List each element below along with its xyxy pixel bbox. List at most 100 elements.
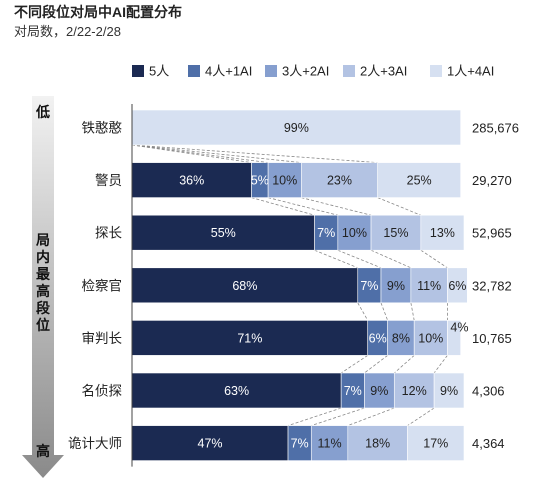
category-label: 审判长 xyxy=(82,331,123,346)
data-label: 68% xyxy=(232,279,257,293)
bar-segment xyxy=(407,425,465,461)
bar-segment xyxy=(301,162,378,198)
data-label: 99% xyxy=(284,121,309,135)
connector-line xyxy=(410,302,415,321)
total-label: 4,364 xyxy=(472,436,505,451)
legend-swatch-1 xyxy=(188,65,200,77)
bar-segment xyxy=(131,320,369,356)
data-label: 18% xyxy=(365,437,390,451)
data-label: 7% xyxy=(344,384,362,398)
chart-title: 不同段位对局中AI配置分布 xyxy=(14,4,182,20)
connector-line xyxy=(131,144,269,163)
data-label: 10% xyxy=(418,331,443,345)
bar-segment xyxy=(413,320,448,356)
connector-line xyxy=(287,407,342,426)
legend-label-3: 2人+3AI xyxy=(360,64,407,79)
bar-segment xyxy=(433,372,465,409)
legend-swatch-4 xyxy=(430,65,442,77)
bar-segment xyxy=(337,214,372,251)
rank-low-label: 低 xyxy=(35,104,50,120)
data-label: 11% xyxy=(417,279,441,293)
legend-label-0: 5人 xyxy=(149,64,169,79)
total-label: 285,676 xyxy=(472,121,519,136)
data-label: 9% xyxy=(370,384,388,398)
connector-line xyxy=(337,249,382,269)
total-label: 52,965 xyxy=(472,226,512,241)
legend-swatch-3 xyxy=(343,65,355,77)
data-label: 10% xyxy=(272,174,297,188)
data-label: 4% xyxy=(450,320,468,334)
data-label: 63% xyxy=(224,384,249,398)
data-label: 12% xyxy=(402,384,427,398)
data-label: 47% xyxy=(198,437,223,451)
data-label: 5% xyxy=(251,174,269,188)
data-label: 25% xyxy=(407,174,432,188)
category-label: 探长 xyxy=(95,226,122,241)
connector-line xyxy=(407,407,435,426)
connector-line xyxy=(357,302,369,321)
data-label: 55% xyxy=(211,226,236,240)
bar-segment xyxy=(410,267,448,304)
bar-segment xyxy=(364,372,395,409)
connector-line xyxy=(433,355,448,374)
bar-segment xyxy=(377,162,461,198)
legend-swatch-2 xyxy=(265,65,277,77)
connector-line xyxy=(340,355,368,374)
total-label: 10,765 xyxy=(472,331,512,346)
bar-segment xyxy=(267,162,302,198)
data-label: 9% xyxy=(440,384,458,398)
bar-segment xyxy=(131,162,252,198)
data-label: 6% xyxy=(369,331,387,345)
bar-segment xyxy=(347,425,408,461)
bar-segment xyxy=(370,214,422,251)
total-label: 29,270 xyxy=(472,173,512,188)
connector-line xyxy=(268,197,338,216)
connector-line xyxy=(380,302,389,321)
data-label: 7% xyxy=(360,279,378,293)
data-label: 23% xyxy=(327,174,352,188)
rank-axis-title: 局内最高段位 xyxy=(36,232,51,333)
legend: 5人 4人+1AI 3人+2AI 2人+3AI 1人+4AI xyxy=(132,64,494,79)
bar-segment xyxy=(393,372,435,409)
data-label: 36% xyxy=(179,174,204,188)
connector-line xyxy=(394,355,415,374)
connector-line xyxy=(377,197,421,216)
total-label: 4,306 xyxy=(472,384,505,399)
category-label: 检察官 xyxy=(82,277,123,293)
connector-line xyxy=(131,144,302,163)
connector-line xyxy=(251,197,315,216)
data-label: 7% xyxy=(317,226,335,240)
data-label: 13% xyxy=(430,226,455,240)
connector-line xyxy=(311,407,365,426)
connector-line xyxy=(347,407,395,426)
legend-label-2: 3人+2AI xyxy=(282,64,329,79)
bar-segment xyxy=(310,425,349,461)
legend-label-4: 1人+4AI xyxy=(447,64,494,79)
bar-segment xyxy=(447,320,461,356)
total-label: 32,782 xyxy=(472,278,512,293)
bar-segment xyxy=(131,425,289,461)
data-label: 10% xyxy=(342,226,367,240)
data-label: 9% xyxy=(387,279,405,293)
segment-connectors xyxy=(131,144,448,426)
category-label: 诡计大师 xyxy=(68,436,122,451)
connector-line xyxy=(131,144,252,163)
legend-label-1: 4人+1AI xyxy=(205,64,252,79)
data-label: 7% xyxy=(291,437,309,451)
bar-segment xyxy=(447,267,468,304)
connector-line xyxy=(314,249,358,269)
data-label: 11% xyxy=(317,437,341,451)
total-labels: 285,676 29,270 52,965 32,782 10,765 4,306 4,36… xyxy=(472,121,519,452)
connector-line xyxy=(370,249,412,269)
data-label: 8% xyxy=(392,331,410,345)
bar-segment xyxy=(131,372,342,409)
data-label: 15% xyxy=(383,226,408,240)
bar-segment xyxy=(131,267,359,304)
bar-segment xyxy=(420,214,465,251)
category-label: 铁憨憨 xyxy=(82,121,123,136)
rank-arrow xyxy=(22,96,64,478)
connector-line xyxy=(364,355,388,374)
